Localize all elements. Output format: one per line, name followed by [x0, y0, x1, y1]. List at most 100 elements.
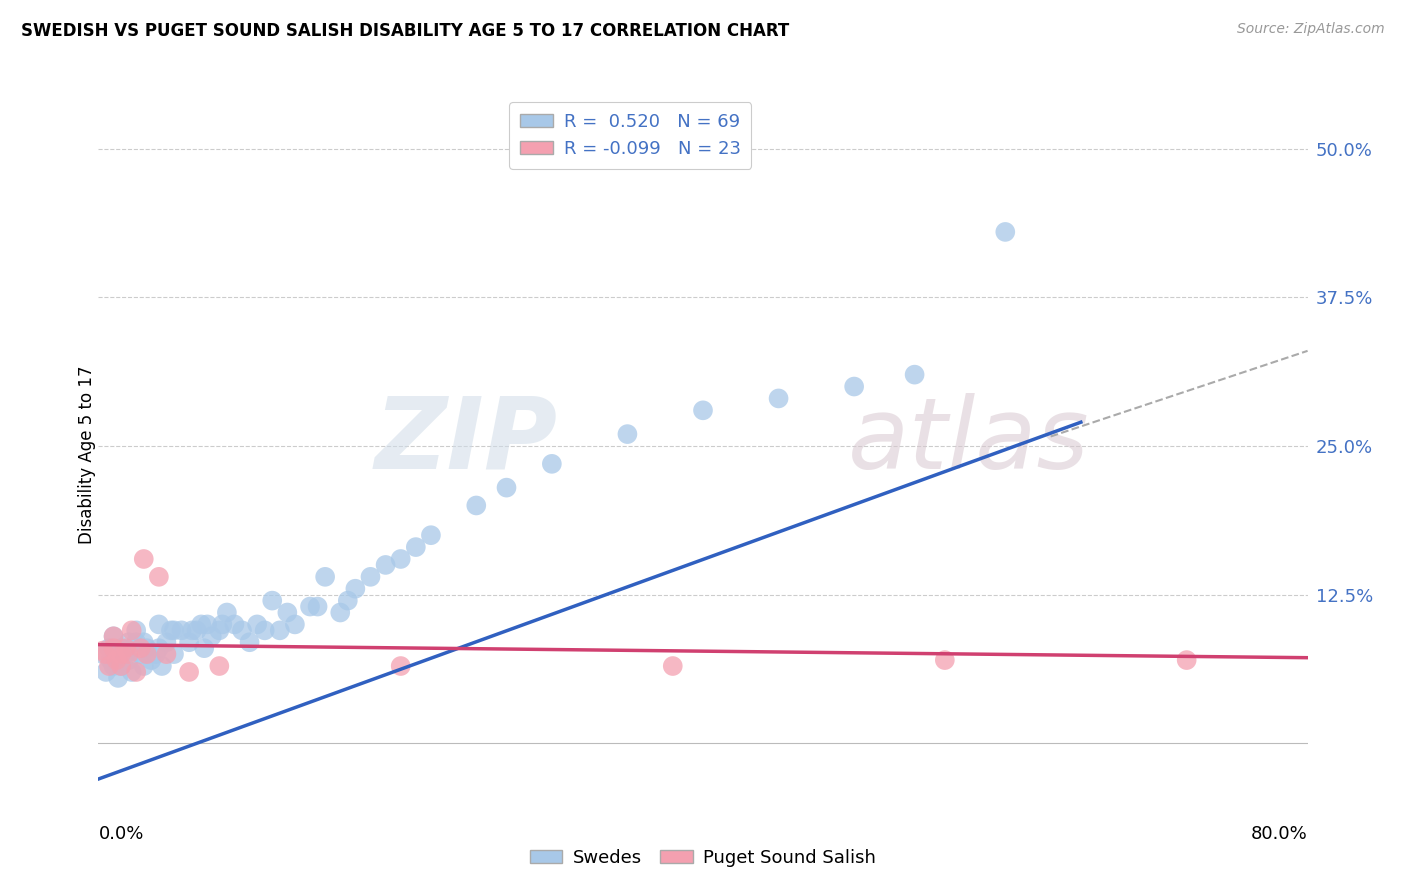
Point — [135, 641, 157, 656]
Point — [844, 379, 866, 393]
Point — [135, 647, 157, 661]
Point — [163, 647, 186, 661]
Point — [103, 659, 125, 673]
Point — [148, 641, 170, 656]
Point — [190, 617, 212, 632]
Text: atlas: atlas — [848, 392, 1090, 490]
Point — [107, 671, 129, 685]
Point — [141, 653, 163, 667]
Point — [768, 392, 790, 406]
Text: SWEDISH VS PUGET SOUND SALISH DISABILITY AGE 5 TO 17 CORRELATION CHART: SWEDISH VS PUGET SOUND SALISH DISABILITY… — [21, 22, 789, 40]
Point — [419, 528, 441, 542]
Point — [329, 606, 352, 620]
Point — [145, 647, 167, 661]
Point — [239, 635, 262, 649]
Point — [246, 617, 269, 632]
Point — [94, 665, 117, 679]
Point — [110, 647, 132, 661]
Point — [163, 624, 186, 638]
Point — [121, 665, 143, 679]
Point — [299, 599, 322, 614]
Point — [177, 635, 201, 649]
Point — [201, 629, 224, 643]
Point — [132, 552, 155, 566]
Point — [118, 647, 141, 661]
Point — [374, 558, 396, 572]
Point — [129, 647, 152, 661]
Point — [129, 641, 152, 656]
Point — [616, 427, 638, 442]
Point — [1175, 653, 1198, 667]
Point — [103, 629, 125, 643]
Point — [314, 570, 336, 584]
Legend: R =  0.520   N = 69, R = -0.099   N = 23: R = 0.520 N = 69, R = -0.099 N = 23 — [509, 103, 751, 169]
Point — [181, 624, 204, 638]
Point — [253, 624, 276, 638]
Point — [98, 659, 121, 673]
Point — [465, 499, 488, 513]
Point — [934, 653, 956, 667]
Point — [118, 653, 141, 667]
Point — [994, 225, 1017, 239]
Point — [125, 624, 148, 638]
Point — [224, 617, 246, 632]
Point — [195, 617, 218, 632]
Text: 0.0%: 0.0% — [98, 825, 143, 843]
Point — [155, 635, 177, 649]
Point — [177, 665, 201, 679]
Point — [98, 641, 121, 656]
Point — [91, 643, 114, 657]
Point — [208, 624, 231, 638]
Point — [110, 659, 132, 673]
Point — [118, 635, 141, 649]
Point — [114, 647, 136, 661]
Point — [125, 665, 148, 679]
Point — [307, 599, 329, 614]
Point — [110, 641, 132, 656]
Point — [904, 368, 927, 382]
Point — [193, 641, 215, 656]
Point — [94, 647, 117, 661]
Point — [336, 593, 359, 607]
Point — [269, 624, 291, 638]
Point — [91, 647, 114, 661]
Point — [150, 659, 173, 673]
Point — [110, 659, 132, 673]
Point — [405, 540, 427, 554]
Point — [132, 635, 155, 649]
Point — [155, 647, 177, 661]
Point — [100, 653, 122, 667]
Point — [495, 481, 517, 495]
Point — [103, 641, 125, 656]
Legend: Swedes, Puget Sound Salish: Swedes, Puget Sound Salish — [523, 842, 883, 874]
Text: Source: ZipAtlas.com: Source: ZipAtlas.com — [1237, 22, 1385, 37]
Point — [160, 624, 183, 638]
Point — [148, 617, 170, 632]
Point — [103, 629, 125, 643]
Point — [661, 659, 683, 673]
Point — [344, 582, 367, 596]
Point — [231, 624, 253, 638]
Point — [121, 624, 143, 638]
Point — [132, 659, 155, 673]
Point — [114, 641, 136, 656]
Point — [105, 653, 128, 667]
Point — [170, 624, 193, 638]
Point — [186, 624, 208, 638]
Point — [105, 650, 128, 665]
Point — [211, 617, 233, 632]
Point — [540, 457, 562, 471]
Point — [276, 606, 298, 620]
Point — [125, 635, 148, 649]
Point — [148, 570, 170, 584]
Y-axis label: Disability Age 5 to 17: Disability Age 5 to 17 — [79, 366, 96, 544]
Point — [284, 617, 307, 632]
Text: 80.0%: 80.0% — [1251, 825, 1308, 843]
Point — [692, 403, 714, 417]
Point — [360, 570, 382, 584]
Point — [208, 659, 231, 673]
Point — [389, 552, 412, 566]
Text: ZIP: ZIP — [375, 392, 558, 490]
Point — [215, 606, 238, 620]
Point — [262, 593, 284, 607]
